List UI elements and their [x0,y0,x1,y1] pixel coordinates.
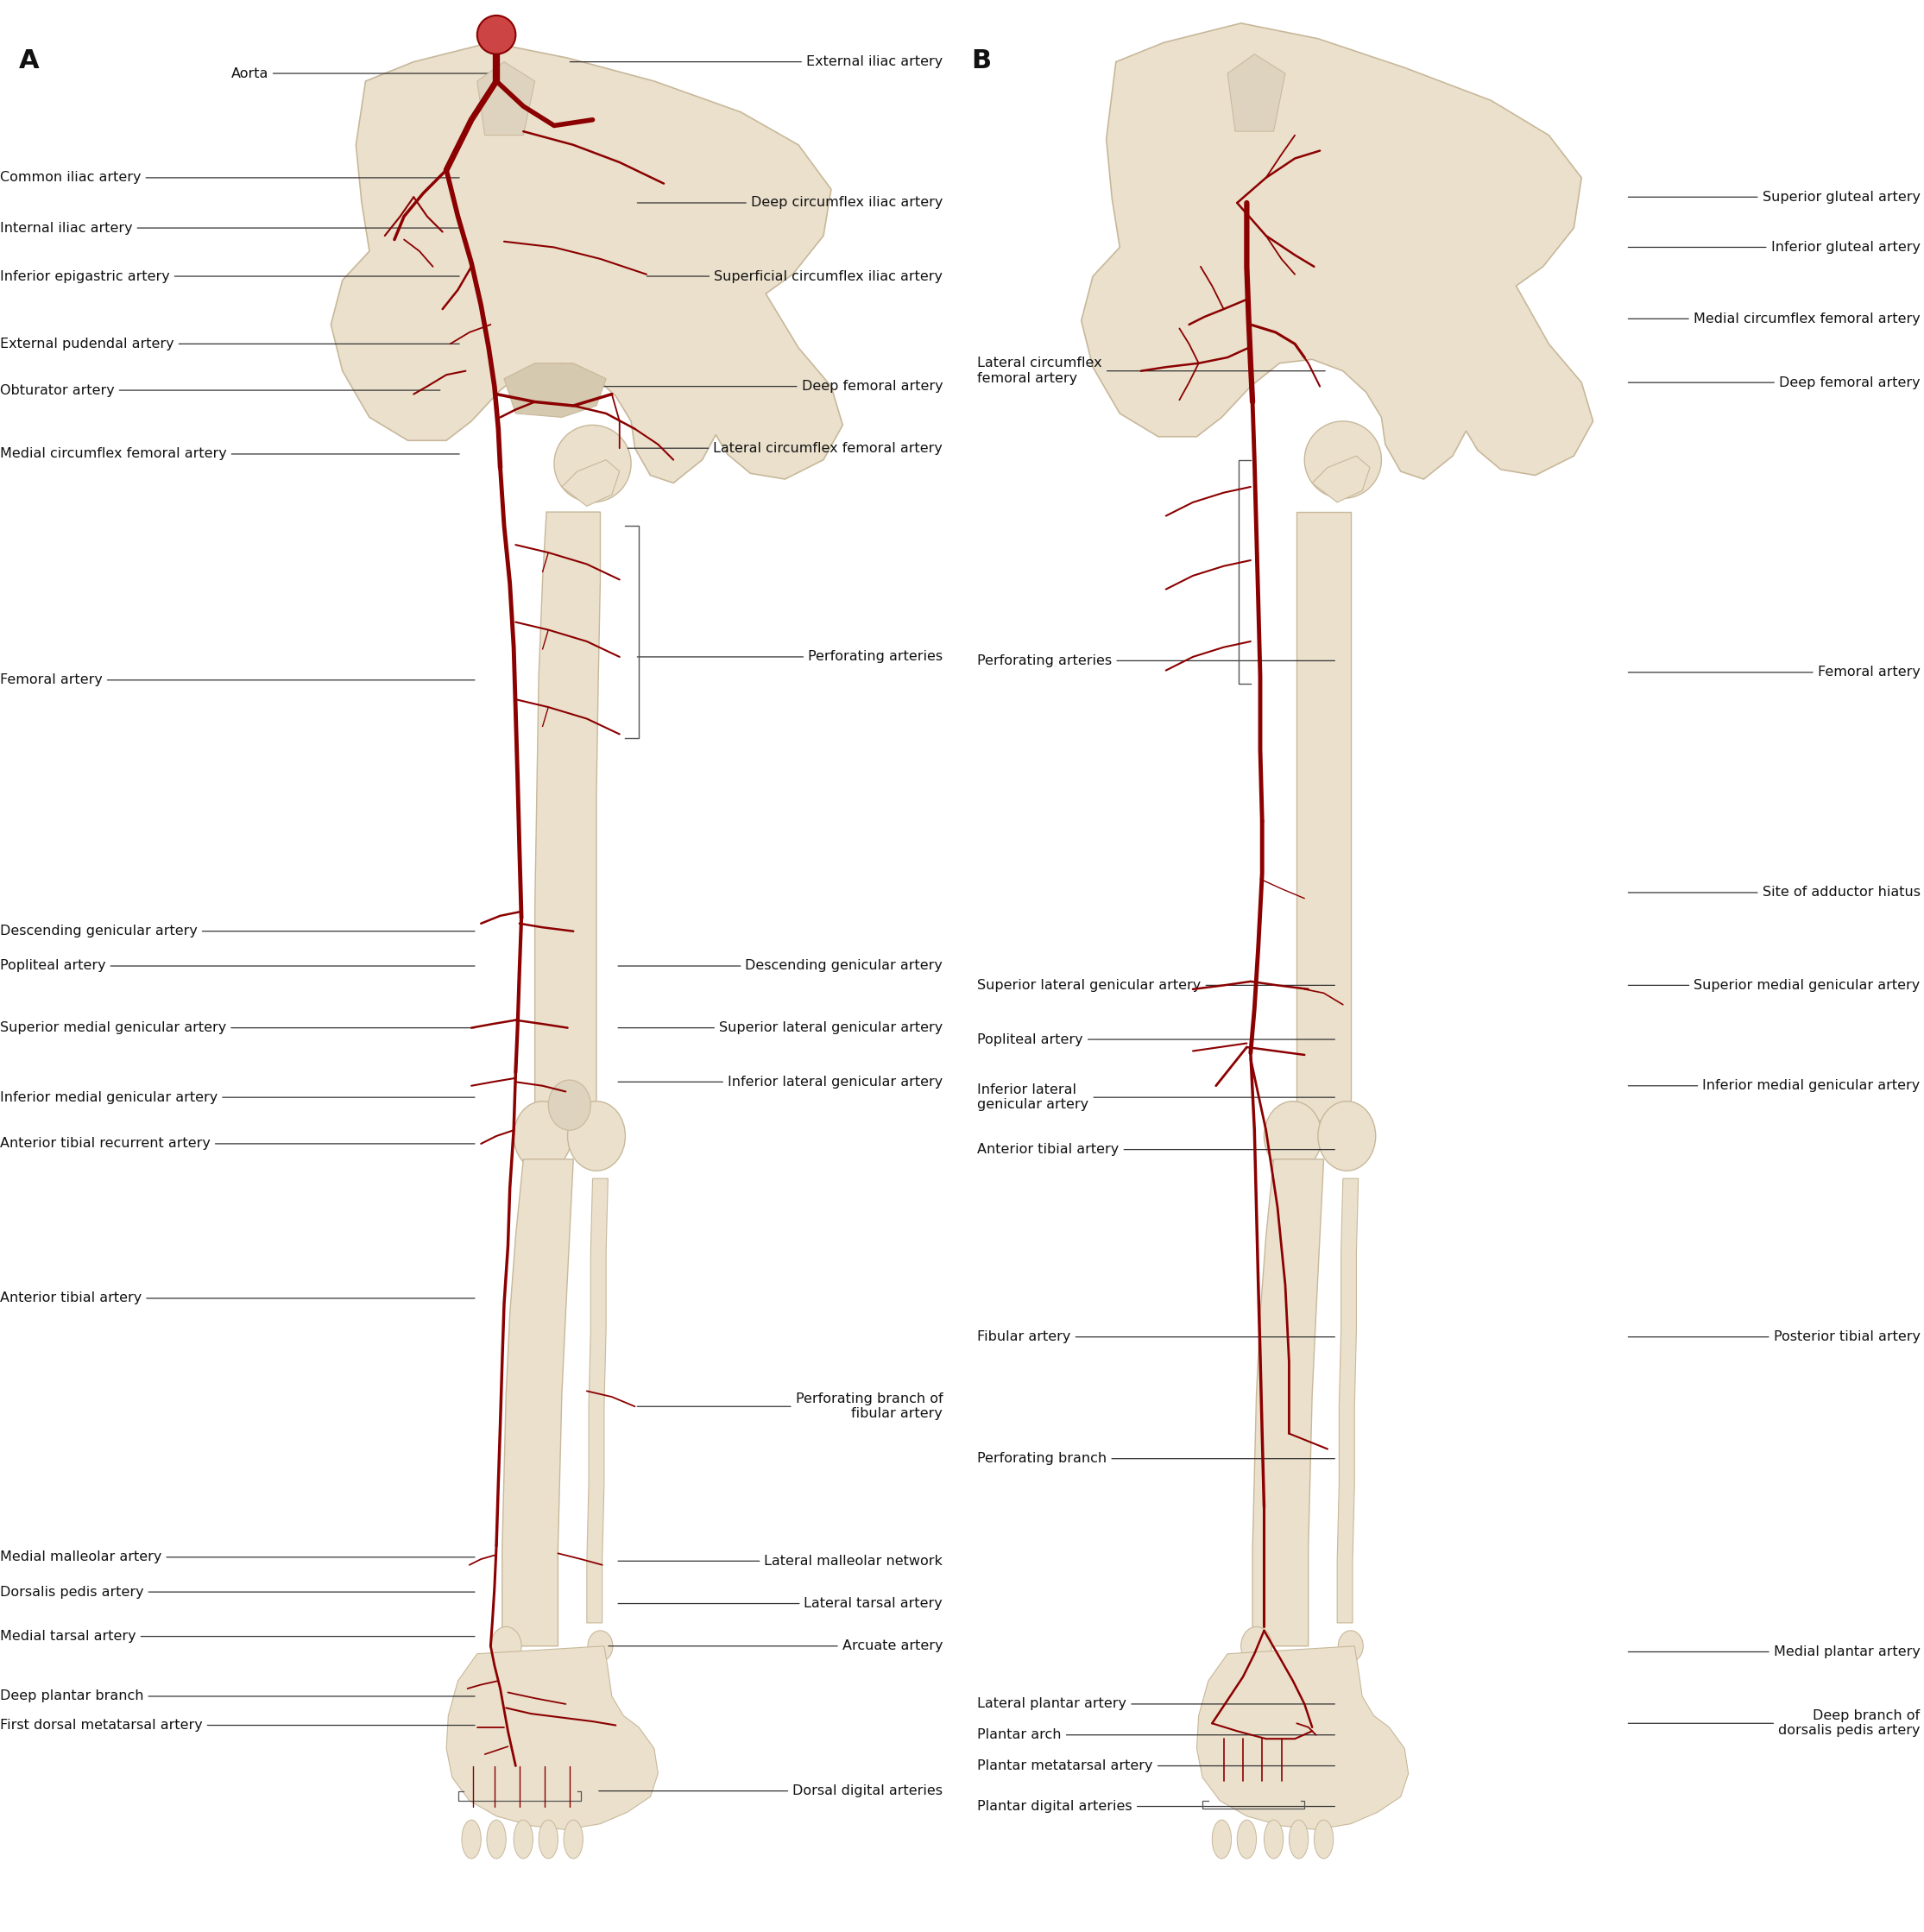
Text: Dorsal digital arteries: Dorsal digital arteries [598,1785,943,1797]
Ellipse shape [487,1820,506,1859]
Polygon shape [587,1179,608,1623]
Text: Popliteal artery: Popliteal artery [0,960,475,972]
Polygon shape [504,363,606,417]
Text: Lateral plantar artery: Lateral plantar artery [977,1698,1335,1710]
Text: Medial circumflex femoral artery: Medial circumflex femoral artery [0,448,460,460]
Text: Perforating arteries: Perforating arteries [637,651,943,663]
Text: Aorta: Aorta [231,68,494,79]
Text: Medial malleolar artery: Medial malleolar artery [0,1551,475,1563]
Ellipse shape [1264,1101,1322,1171]
Ellipse shape [1314,1820,1333,1859]
Text: Superior lateral genicular artery: Superior lateral genicular artery [618,1022,943,1034]
Polygon shape [535,512,600,1121]
Text: Superior lateral genicular artery: Superior lateral genicular artery [977,980,1335,991]
Polygon shape [502,1159,573,1646]
Ellipse shape [587,1631,612,1662]
Text: Perforating arteries: Perforating arteries [977,655,1335,667]
Text: Descending genicular artery: Descending genicular artery [618,960,943,972]
Text: Deep circumflex iliac artery: Deep circumflex iliac artery [637,197,943,209]
Polygon shape [331,43,843,483]
Text: Anterior tibial artery: Anterior tibial artery [0,1293,475,1304]
Text: Site of adductor hiatus: Site of adductor hiatus [1628,887,1920,898]
Polygon shape [1253,1159,1324,1646]
Text: Inferior lateral genicular artery: Inferior lateral genicular artery [618,1076,943,1088]
Text: Common iliac artery: Common iliac artery [0,172,460,184]
Polygon shape [1297,512,1351,1121]
Text: Medial tarsal artery: Medial tarsal artery [0,1631,475,1642]
Text: External iliac artery: External iliac artery [570,56,943,68]
Text: Deep femoral artery: Deep femoral artery [1628,377,1920,388]
Text: Plantar metatarsal artery: Plantar metatarsal artery [977,1760,1335,1772]
Text: Inferior epigastric artery: Inferior epigastric artery [0,270,460,282]
Ellipse shape [1241,1627,1272,1665]
Polygon shape [446,1646,658,1830]
Polygon shape [477,62,535,135]
Text: Anterior tibial recurrent artery: Anterior tibial recurrent artery [0,1138,475,1150]
Text: Superior medial genicular artery: Superior medial genicular artery [1628,980,1920,991]
Polygon shape [1197,1646,1408,1830]
Text: Lateral malleolar network: Lateral malleolar network [618,1555,943,1567]
Text: Inferior lateral
genicular artery: Inferior lateral genicular artery [977,1084,1335,1111]
Text: Dorsalis pedis artery: Dorsalis pedis artery [0,1586,475,1598]
Ellipse shape [564,1820,583,1859]
Text: Medial circumflex femoral artery: Medial circumflex femoral artery [1628,313,1920,325]
Text: Inferior gluteal artery: Inferior gluteal artery [1628,242,1920,253]
Text: Superior medial genicular artery: Superior medial genicular artery [0,1022,475,1034]
Text: Popliteal artery: Popliteal artery [977,1034,1335,1045]
Text: External pudendal artery: External pudendal artery [0,338,460,350]
Text: Anterior tibial artery: Anterior tibial artery [977,1144,1335,1155]
Text: Internal iliac artery: Internal iliac artery [0,222,460,234]
Text: Descending genicular artery: Descending genicular artery [0,925,475,937]
Text: Deep plantar branch: Deep plantar branch [0,1690,475,1702]
Text: Perforating branch: Perforating branch [977,1453,1335,1464]
Text: Superficial circumflex iliac artery: Superficial circumflex iliac artery [646,270,943,282]
Polygon shape [562,460,620,506]
Polygon shape [1312,456,1370,502]
Text: Femoral artery: Femoral artery [0,674,475,686]
Text: Lateral circumflex femoral artery: Lateral circumflex femoral artery [627,442,943,454]
Ellipse shape [568,1101,625,1171]
Text: Posterior tibial artery: Posterior tibial artery [1628,1331,1920,1343]
Polygon shape [1081,23,1593,479]
Text: Arcuate artery: Arcuate artery [608,1640,943,1652]
Text: Superior gluteal artery: Superior gluteal artery [1628,191,1920,203]
Text: Fibular artery: Fibular artery [977,1331,1335,1343]
Ellipse shape [539,1820,558,1859]
Ellipse shape [514,1820,533,1859]
Circle shape [477,15,516,54]
Text: Inferior medial genicular artery: Inferior medial genicular artery [1628,1080,1920,1092]
Ellipse shape [462,1820,481,1859]
Ellipse shape [1264,1820,1283,1859]
Text: Femoral artery: Femoral artery [1628,667,1920,678]
Text: Medial plantar artery: Medial plantar artery [1628,1646,1920,1658]
Text: Deep femoral artery: Deep femoral artery [598,381,943,392]
Ellipse shape [1237,1820,1256,1859]
Text: Plantar arch: Plantar arch [977,1729,1335,1741]
Text: Inferior medial genicular artery: Inferior medial genicular artery [0,1092,475,1103]
Text: Deep branch of
dorsalis pedis artery: Deep branch of dorsalis pedis artery [1628,1710,1920,1737]
Polygon shape [1337,1179,1358,1623]
Circle shape [554,425,631,502]
Ellipse shape [1212,1820,1231,1859]
Ellipse shape [491,1627,521,1665]
Text: Perforating branch of
fibular artery: Perforating branch of fibular artery [637,1393,943,1420]
Ellipse shape [1337,1631,1362,1662]
Ellipse shape [548,1080,591,1130]
Text: Lateral circumflex
femoral artery: Lateral circumflex femoral artery [977,357,1326,384]
Text: A: A [19,48,40,73]
Text: Obturator artery: Obturator artery [0,384,441,396]
Circle shape [1304,421,1381,498]
Text: Lateral tarsal artery: Lateral tarsal artery [618,1598,943,1609]
Ellipse shape [1289,1820,1308,1859]
Text: Plantar digital arteries: Plantar digital arteries [977,1801,1335,1812]
Text: First dorsal metatarsal artery: First dorsal metatarsal artery [0,1719,475,1731]
Polygon shape [1228,54,1285,131]
Ellipse shape [514,1101,571,1171]
Ellipse shape [1318,1101,1376,1171]
Text: B: B [972,48,991,73]
